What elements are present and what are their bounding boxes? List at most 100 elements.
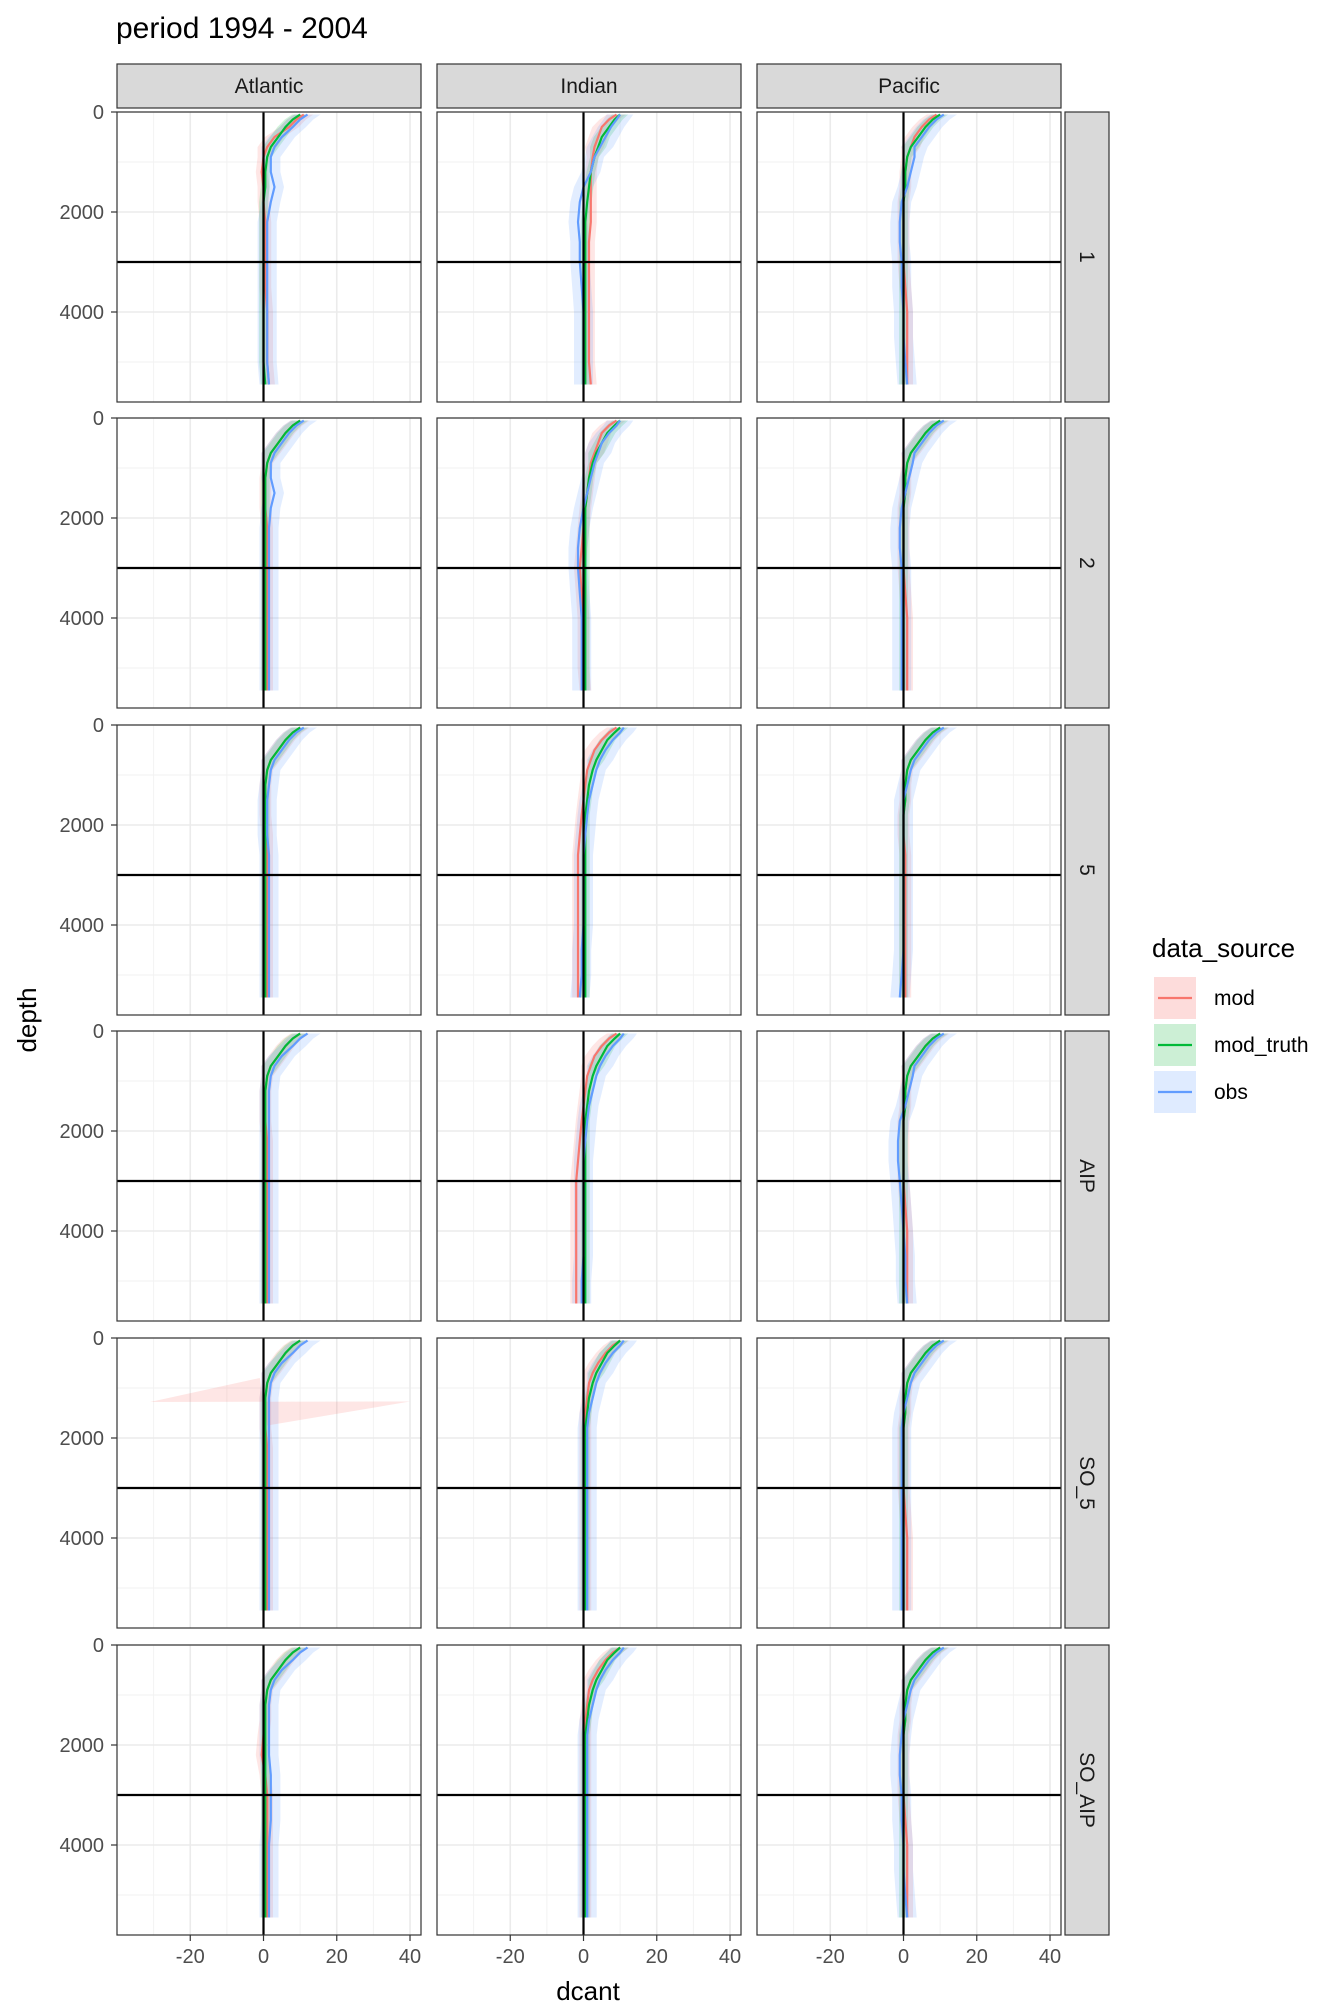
series-line-obs — [267, 1646, 309, 1918]
panel-background — [757, 1031, 1061, 1321]
x-tick-label: 40 — [1039, 1946, 1061, 1968]
ribbon-obs — [259, 1033, 321, 1304]
panel-border — [436, 111, 742, 403]
strip-label: 1 — [1075, 251, 1098, 263]
series-line-obs — [267, 1339, 309, 1611]
panel-border — [116, 1337, 422, 1629]
x-tick-label: 0 — [578, 1946, 589, 1968]
strip-label: Pacific — [878, 75, 940, 98]
panel-border — [436, 1030, 742, 1322]
series-line-obs — [586, 1339, 625, 1611]
panel-1-pacific — [756, 111, 1062, 403]
y-tick-label: 2000 — [60, 508, 105, 530]
strip-label: 5 — [1075, 864, 1098, 876]
panel-border — [756, 1644, 1062, 1936]
panel-background — [437, 418, 741, 708]
strip-label: Atlantic — [235, 75, 304, 98]
ribbon-obs — [259, 1340, 321, 1611]
panel-so_aip-indian — [436, 1644, 742, 1936]
panel-2-indian — [436, 417, 742, 709]
panel-border — [756, 111, 1062, 403]
ribbon-obs — [259, 1647, 321, 1918]
series-line-obs — [267, 1032, 309, 1304]
legend-label: mod_truth — [1214, 1034, 1309, 1057]
y-tick-label: 4000 — [60, 1835, 105, 1857]
strip-label: Indian — [560, 75, 617, 98]
panel-border — [756, 1030, 1062, 1322]
y-tick-label: 4000 — [60, 302, 105, 324]
y-tick-label: 0 — [93, 102, 104, 124]
ribbon-obs — [577, 1647, 637, 1918]
panel-so_5-indian — [436, 1337, 742, 1629]
panel-border — [116, 1030, 422, 1322]
x-tick-label: -20 — [496, 1946, 525, 1968]
panel-1-atlantic — [116, 111, 422, 403]
ribbon-mod — [259, 727, 310, 998]
panel-so_aip-pacific — [756, 1644, 1062, 1936]
strip-indian — [436, 63, 742, 109]
ribbon-mod — [897, 1340, 950, 1611]
y-tick-label: 2000 — [60, 815, 105, 837]
ribbon-mod — [897, 1647, 950, 1918]
panel-aip-indian — [436, 1030, 742, 1322]
panel-2-pacific — [756, 417, 1062, 709]
x-tick-label: -20 — [176, 1946, 205, 1968]
panel-so_5-pacific — [756, 1337, 1062, 1629]
x-tick-label: 20 — [646, 1946, 668, 1968]
series-line-obs — [266, 113, 309, 385]
x-tick-label: 20 — [966, 1946, 988, 1968]
y-tick-label: 4000 — [60, 1221, 105, 1243]
ribbon-mod — [255, 114, 314, 385]
series-line-mod_truth — [584, 113, 621, 385]
panel-so_5-atlantic — [116, 1337, 422, 1629]
panel-border — [436, 1644, 742, 1936]
legend-title: data_source — [1152, 933, 1295, 963]
facet-grid: Atlantic Indian Pacific 1 2 5 AIP SO_5 SO_AIP — [116, 63, 1110, 1936]
y-tick-label: 0 — [93, 1021, 104, 1043]
ribbon-mod_truth — [580, 114, 629, 385]
ribbon-obs — [890, 727, 957, 998]
legend-label: mod — [1214, 987, 1255, 1010]
panel-background — [437, 1031, 741, 1321]
strip-row-5 — [1064, 724, 1110, 1016]
x-tick-label: 40 — [719, 1946, 741, 1968]
y-tick-label: 0 — [93, 715, 104, 737]
series-line-mod — [575, 1032, 618, 1304]
series-line-mod_truth — [264, 1646, 301, 1918]
panel-5-indian — [436, 724, 742, 1016]
panel-background — [757, 112, 1061, 402]
y-tick-label: 0 — [93, 1328, 104, 1350]
series-line-mod_truth — [584, 1032, 621, 1304]
series-line-mod_truth — [584, 1646, 621, 1918]
legend-label: obs — [1214, 1081, 1248, 1104]
panel-5-pacific — [756, 724, 1062, 1016]
strip-label: SO_5 — [1075, 1456, 1098, 1510]
ribbon-mod — [897, 420, 950, 691]
panel-border — [756, 1337, 1062, 1629]
series-line-mod_truth — [264, 726, 301, 998]
panel-2-atlantic — [116, 417, 422, 709]
strip-row-1 — [1064, 111, 1110, 403]
y-tick-label: 4000 — [60, 915, 105, 937]
strip-atlantic — [116, 63, 422, 109]
panel-border — [756, 724, 1062, 1016]
series-line-mod_truth — [584, 1339, 621, 1611]
strip-row-aip — [1064, 1030, 1110, 1322]
strip-row-2 — [1064, 417, 1110, 709]
ribbon-mod — [897, 727, 950, 998]
y-axis-title: depth — [12, 987, 42, 1052]
x-tick-label: 0 — [258, 1946, 269, 1968]
x-tick-label: 0 — [898, 1946, 909, 1968]
ribbon-mod — [259, 420, 310, 691]
panel-border — [116, 724, 422, 1016]
y-tick-label: 2000 — [60, 1735, 105, 1757]
panel-background — [117, 112, 421, 402]
ribbon-obs — [892, 1340, 957, 1611]
strip-label: 2 — [1075, 557, 1098, 569]
panel-border — [436, 417, 742, 709]
panel-background — [757, 418, 1061, 708]
ribbon-mod — [259, 1033, 310, 1304]
series-line-obs — [266, 726, 305, 998]
